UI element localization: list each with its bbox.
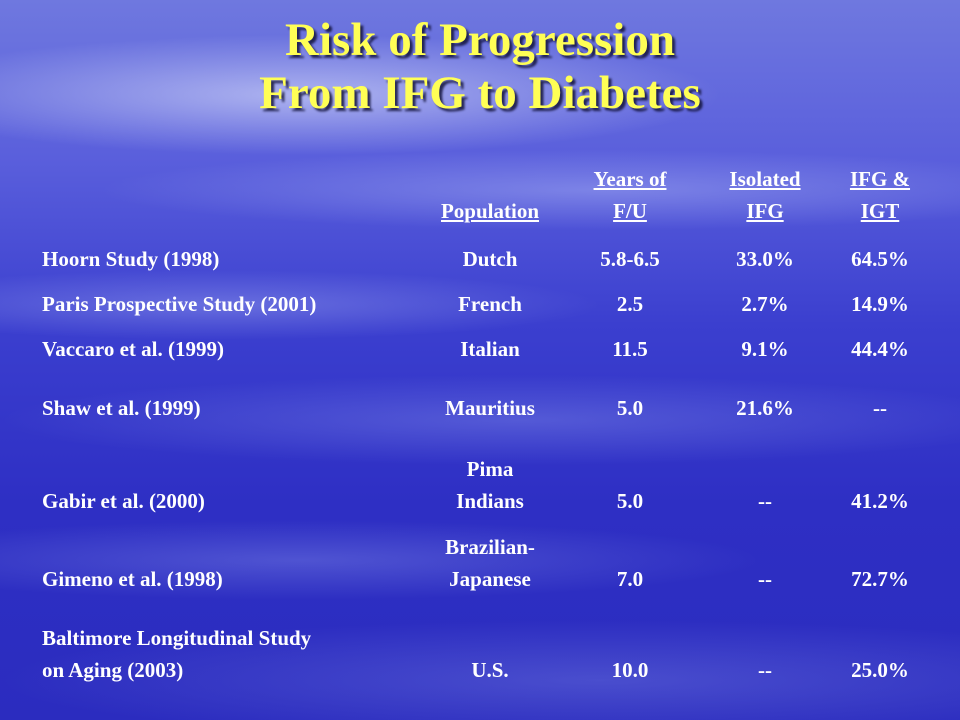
row-1-ifg-igt: 64.5%	[851, 247, 909, 271]
row-7-ifg-igt: 25.0%	[851, 658, 909, 682]
row-5-population-line2: Indians	[456, 489, 524, 513]
row-2-study: Paris Prospective Study (2001)	[42, 292, 317, 316]
row-6-study: Gimeno et al. (1998)	[42, 567, 223, 591]
header-ifg-igt-line1: IFG &	[849, 167, 911, 191]
row-1-population: Dutch	[462, 247, 518, 271]
row-5-isolated-ifg: --	[758, 489, 772, 513]
row-4-population: Mauritius	[445, 396, 535, 420]
row-2-population: French	[458, 292, 522, 316]
row-4-years: 5.0	[616, 396, 644, 420]
row-4-study: Shaw et al. (1999)	[42, 396, 201, 420]
row-4-ifg-igt: --	[873, 396, 887, 420]
row-3-isolated-ifg: 9.1%	[741, 337, 789, 361]
row-7-isolated-ifg: --	[758, 658, 772, 682]
row-6-population-line1: Brazilian-	[445, 535, 535, 559]
row-5-ifg-igt: 41.2%	[851, 489, 909, 513]
row-2-ifg-igt: 14.9%	[851, 292, 909, 316]
row-6-years: 7.0	[616, 567, 644, 591]
header-isolated-line2: IFG	[746, 199, 784, 223]
row-7-study-line2: on Aging (2003)	[42, 658, 184, 682]
row-2-years: 2.5	[616, 292, 644, 316]
row-1-study: Hoorn Study (1998)	[42, 247, 220, 271]
row-6-population-line2: Japanese	[449, 567, 531, 591]
row-6-ifg-igt: 72.7%	[851, 567, 909, 591]
header-years-line1: Years of	[593, 167, 667, 191]
row-6-isolated-ifg: --	[758, 567, 772, 591]
row-1-isolated-ifg: 33.0%	[736, 247, 794, 271]
header-years-line2: F/U	[613, 199, 647, 223]
row-5-population-line1: Pima	[466, 457, 514, 481]
slide-title: Risk of Progression From IFG to Diabetes	[0, 14, 960, 120]
header-population: Population	[440, 199, 540, 223]
row-5-years: 5.0	[616, 489, 644, 513]
row-3-population: Italian	[460, 337, 520, 361]
row-3-study: Vaccaro et al. (1999)	[42, 337, 224, 361]
row-2-isolated-ifg: 2.7%	[741, 292, 789, 316]
row-7-population: U.S.	[471, 658, 509, 682]
row-3-ifg-igt: 44.4%	[851, 337, 909, 361]
row-7-years: 10.0	[611, 658, 649, 682]
row-1-years: 5.8-6.5	[600, 247, 660, 271]
title-line-1: Risk of Progression	[285, 14, 675, 66]
header-ifg-igt-line2: IGT	[860, 199, 900, 223]
header-isolated-line1: Isolated	[729, 167, 801, 191]
row-3-years: 11.5	[612, 337, 648, 361]
row-5-study: Gabir et al. (2000)	[42, 489, 205, 513]
row-7-study-line1: Baltimore Longitudinal Study	[42, 626, 312, 650]
title-line-2: From IFG to Diabetes	[259, 67, 701, 119]
row-4-isolated-ifg: 21.6%	[736, 396, 794, 420]
